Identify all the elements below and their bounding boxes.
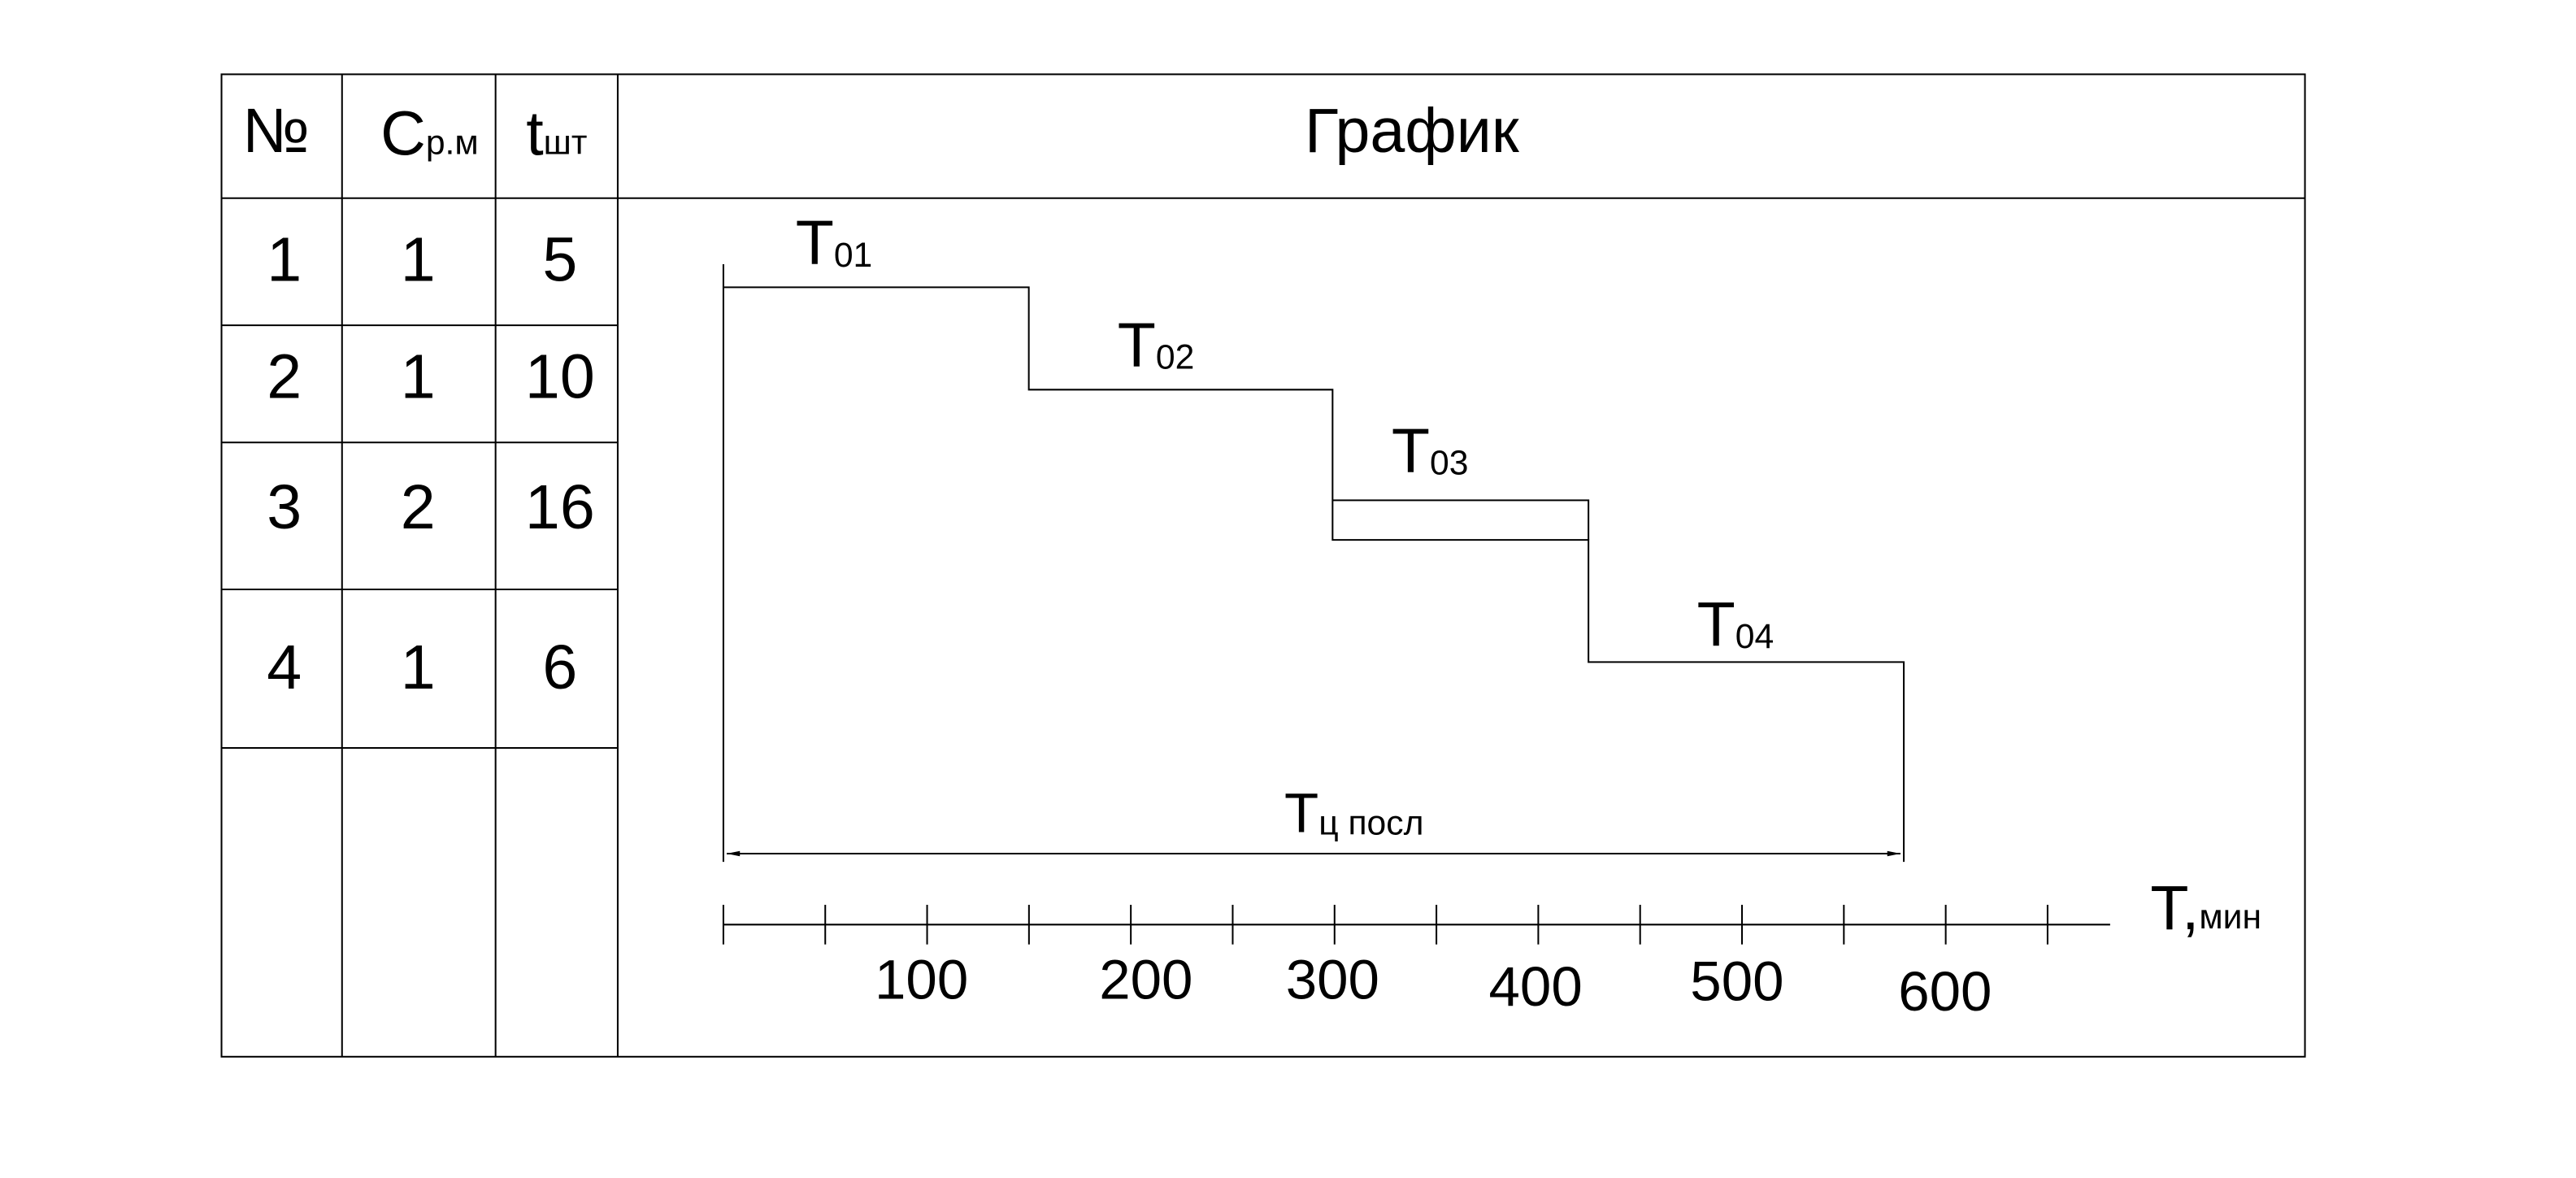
cycle-sub: ц посл: [1318, 804, 1423, 843]
segment-label: T01: [796, 208, 873, 278]
table-frame: [220, 73, 2306, 1058]
segment-sub: 01: [834, 236, 872, 275]
cell: 6: [542, 632, 577, 702]
cell: 1: [401, 342, 436, 412]
cell: 3: [267, 472, 302, 542]
header: Cр.м: [380, 99, 479, 169]
cycle-label: Tц посл: [1284, 781, 1423, 845]
tick-label: 400: [1489, 954, 1583, 1018]
rows: 1 1 52 1 103 2 164 1 6: [267, 224, 595, 702]
cell: 4: [267, 632, 302, 702]
segment-sub: 04: [1735, 617, 1774, 656]
axis-sub: мин: [2199, 898, 2261, 937]
graph-lines: [722, 263, 2110, 926]
cell: 5: [542, 224, 577, 294]
tick-label: 100: [875, 948, 968, 1011]
header-main: C: [380, 99, 426, 169]
header-sub: р.м: [426, 124, 479, 163]
axis-label: T,мин: [2150, 874, 2261, 944]
segment-main: T: [1697, 589, 1735, 659]
tick-label: 500: [1690, 950, 1783, 1013]
header: tшт: [526, 99, 587, 169]
segment-main: T: [1392, 416, 1430, 486]
header: №: [242, 96, 310, 166]
cell: 10: [525, 342, 595, 412]
cell: 1: [401, 224, 436, 294]
cell: 16: [525, 472, 595, 542]
cell: 2: [401, 472, 436, 542]
cell: 1: [401, 632, 436, 702]
segment-main: T: [796, 208, 834, 278]
cell: 2: [267, 342, 302, 412]
segment-label: T02: [1118, 311, 1195, 380]
header: График: [1305, 96, 1520, 166]
cycle-main: T: [1284, 781, 1318, 845]
segment-sub: 02: [1156, 338, 1194, 377]
segment-sub: 03: [1430, 444, 1468, 483]
header-sub: шт: [544, 124, 588, 163]
axis: 100 200 300 400 500 600: [722, 904, 2048, 1023]
axis-main: T,: [2150, 874, 2199, 944]
cell: 1: [267, 224, 302, 294]
segment-label: T03: [1392, 416, 1469, 486]
tick-label: 200: [1099, 948, 1192, 1011]
tick-label: 600: [1898, 959, 1992, 1023]
segment-label: T04: [1697, 589, 1775, 659]
header-main: t: [526, 99, 543, 169]
tick-label: 300: [1286, 948, 1379, 1011]
segment-main: T: [1118, 311, 1156, 380]
